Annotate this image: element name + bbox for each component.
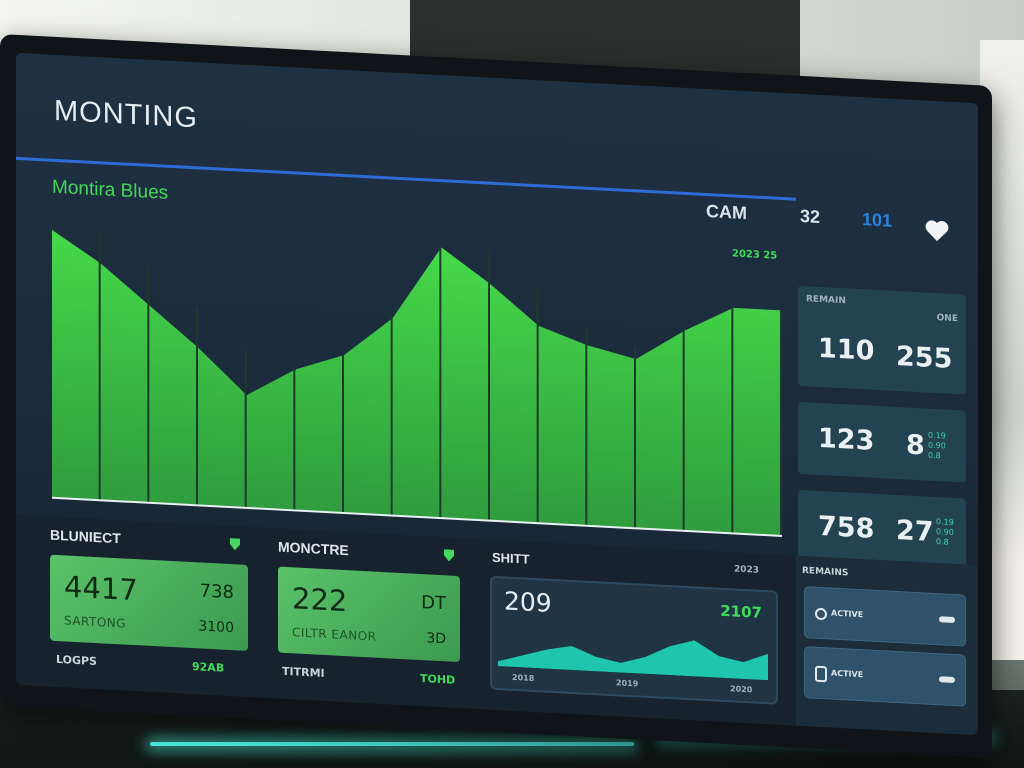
stat-card-1[interactable]: REMAIN ONE 110 255: [798, 285, 966, 395]
stat-value-left: 110: [818, 332, 875, 367]
mini-axis-label: 2020: [730, 684, 753, 695]
metric-sub-value: 3100: [198, 618, 234, 637]
chart-bar-separator: [196, 307, 198, 506]
stat-mini-c: 0.8: [936, 537, 949, 547]
metric-foot-right: TOHD: [420, 672, 456, 687]
metric-foot-left: LOGPS: [56, 652, 97, 669]
metric-value: 222: [292, 581, 348, 619]
chart-title: Montira Blues: [52, 176, 169, 204]
mini-chart-value: 209: [504, 586, 552, 618]
stat-value-right: 27: [896, 514, 934, 548]
chart-bar-separator: [98, 232, 101, 501]
device-icon: [815, 665, 827, 683]
chart-x-axis: [52, 496, 782, 537]
mini-chart-card[interactable]: 209 2107 2018 2019 2020: [490, 575, 778, 705]
stat-value-right: 8: [906, 429, 925, 462]
mini-area-chart: [498, 640, 768, 681]
chart-bar-separator: [244, 349, 247, 508]
stat-value-left: 123: [818, 422, 875, 457]
chart-bar-separator: [439, 247, 442, 519]
chart-bar-separator: [390, 318, 393, 516]
main-area-chart: [52, 229, 782, 537]
chart-area-fill: [52, 229, 782, 536]
stat-value-left: 758: [818, 510, 875, 545]
chart-bar-separator: [147, 265, 150, 503]
top-item-id[interactable]: 101: [862, 209, 893, 231]
metric-card-2[interactable]: 222 DT CILTR EANOR 3D: [278, 566, 460, 663]
chart-bar-separator: [536, 286, 539, 524]
chart-bar-separator: [488, 249, 490, 521]
chart-bar-separator: [731, 307, 734, 534]
stat-mini-b: 0.90: [936, 527, 954, 537]
side-card-label: ACTIVE: [831, 608, 864, 620]
chart-bar-separator: [682, 330, 685, 531]
dashboard-screen: MONTING Montira Blues CAM 32 101 2023 25…: [16, 52, 978, 736]
stat-card-label: REMAIN: [806, 294, 846, 307]
side-card-2[interactable]: ACTIVE: [804, 646, 966, 707]
stat-value-right: 255: [896, 340, 953, 375]
stat-mini-a: 0.19: [928, 430, 946, 441]
status-icon: [815, 607, 827, 621]
mini-chart-secondary: 2107: [720, 601, 762, 622]
chart-bar-separator: [585, 328, 588, 526]
toggle-icon[interactable]: [939, 676, 955, 684]
metric-secondary: DT: [421, 592, 446, 615]
side-card-1[interactable]: ACTIVE: [804, 586, 966, 647]
heart-icon[interactable]: [924, 218, 950, 243]
app-title: MONTING: [54, 94, 198, 135]
stat-mini-a: 0.19: [936, 517, 954, 527]
metric-sub-label: CILTR EANOR: [292, 625, 377, 644]
stat-mini-c: 0.8: [928, 450, 941, 461]
panel-label-3: SHITT: [492, 549, 530, 567]
side-card-label: ACTIVE: [831, 668, 864, 680]
metric-value: 4417: [64, 569, 138, 608]
top-item-cam[interactable]: CAM: [706, 200, 747, 224]
chart-bar-separator: [342, 355, 344, 514]
monitor: MONTING Montira Blues CAM 32 101 2023 25…: [0, 34, 992, 758]
metric-foot-left: TITRMI: [282, 664, 325, 681]
chart-bar-separator: [634, 347, 636, 529]
chart-bar-separator: [293, 369, 296, 511]
metric-secondary: 738: [199, 580, 234, 604]
toggle-icon[interactable]: [939, 616, 955, 624]
neon-light-left: [150, 742, 634, 746]
metric-sub-label: SARTONG: [64, 613, 127, 631]
metric-sub-value: 3D: [426, 630, 446, 648]
top-item-count[interactable]: 32: [800, 205, 821, 227]
chart-bar-separator: [780, 310, 782, 536]
mini-chart-corner: 2023: [734, 564, 760, 576]
metric-foot-right: 92AB: [192, 660, 225, 675]
mini-chart-area: [498, 640, 768, 681]
metric-card-1[interactable]: 4417 738 SARTONG 3100: [50, 554, 248, 651]
mini-axis-label: 2018: [512, 672, 535, 683]
mini-axis-label: 2019: [616, 678, 639, 689]
stat-card-2[interactable]: 123 8 0.19 0.90 0.8: [798, 401, 966, 483]
stat-mini-b: 0.90: [928, 440, 946, 451]
stat-card-corner: ONE: [936, 313, 958, 325]
